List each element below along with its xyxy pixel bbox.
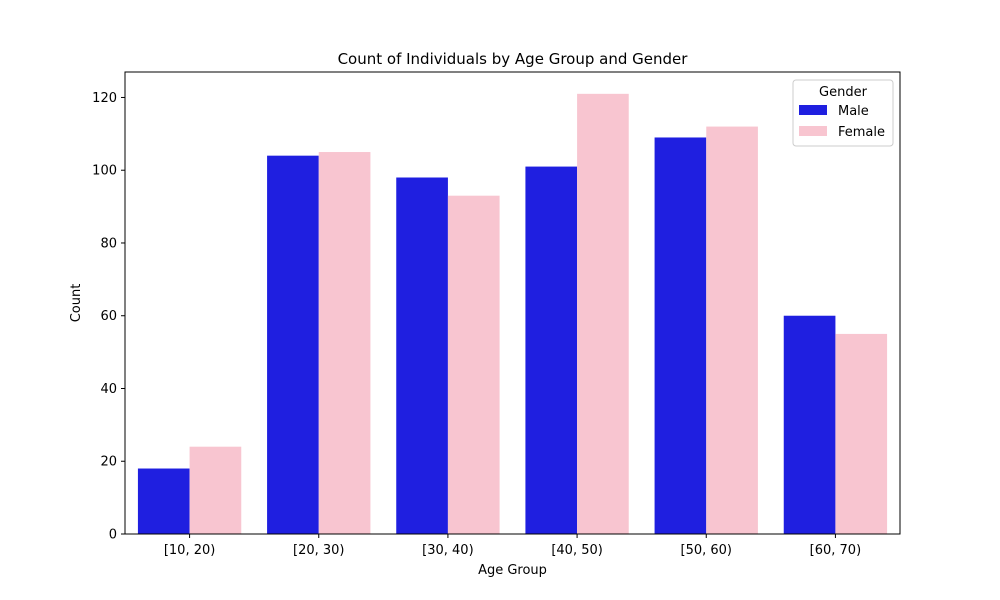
bar-female-2 (447, 195, 500, 534)
y-axis-label: Count (69, 284, 84, 323)
bar-male-3 (525, 166, 578, 534)
legend: Gender Male Female (792, 79, 894, 147)
x-tick-label-2: [30, 40) (422, 543, 474, 558)
bar-male-4 (654, 137, 707, 535)
x-tick-label-5: [60, 70) (810, 543, 862, 558)
x-axis-ticks: [10, 20) [20, 30) [30, 40) [40, 50) [50, 60)… (164, 534, 861, 558)
bar-male-0 (137, 468, 190, 534)
y-tick-label-0: 0 (109, 528, 117, 543)
legend-title: Gender (819, 85, 868, 100)
chart-title: Count of Individuals by Age Group and Ge… (338, 50, 689, 68)
bar-male-1 (267, 155, 319, 535)
x-tick-label-1: [20, 30) (293, 543, 345, 558)
y-tick-label-1: 20 (100, 455, 117, 470)
legend-swatch-male (799, 105, 827, 115)
x-tick-label-3: [40, 50) (551, 543, 603, 558)
y-tick-label-5: 100 (92, 164, 117, 179)
plot-frame (124, 71, 901, 535)
bar-female-5 (835, 333, 888, 534)
y-tick-label-4: 80 (100, 236, 117, 251)
bar-female-4 (706, 126, 758, 534)
y-tick-label-3: 60 (100, 309, 117, 324)
y-axis-ticks: 0 20 40 60 80 100 120 (92, 91, 125, 543)
x-tick-label-0: [10, 20) (164, 543, 216, 558)
bars-group (137, 93, 888, 535)
y-tick-label-2: 40 (100, 382, 117, 397)
y-tick-label-6: 120 (92, 91, 117, 106)
bar-female-1 (318, 152, 371, 534)
x-axis-label: Age Group (478, 563, 547, 578)
bar-male-2 (396, 177, 448, 534)
bar-male-5 (783, 315, 836, 534)
legend-label-female: Female (838, 125, 885, 140)
bar-female-3 (577, 93, 629, 534)
x-tick-label-4: [50, 60) (681, 543, 733, 558)
legend-label-male: Male (838, 104, 869, 119)
legend-swatch-female (799, 126, 827, 136)
bar-female-0 (189, 446, 242, 534)
